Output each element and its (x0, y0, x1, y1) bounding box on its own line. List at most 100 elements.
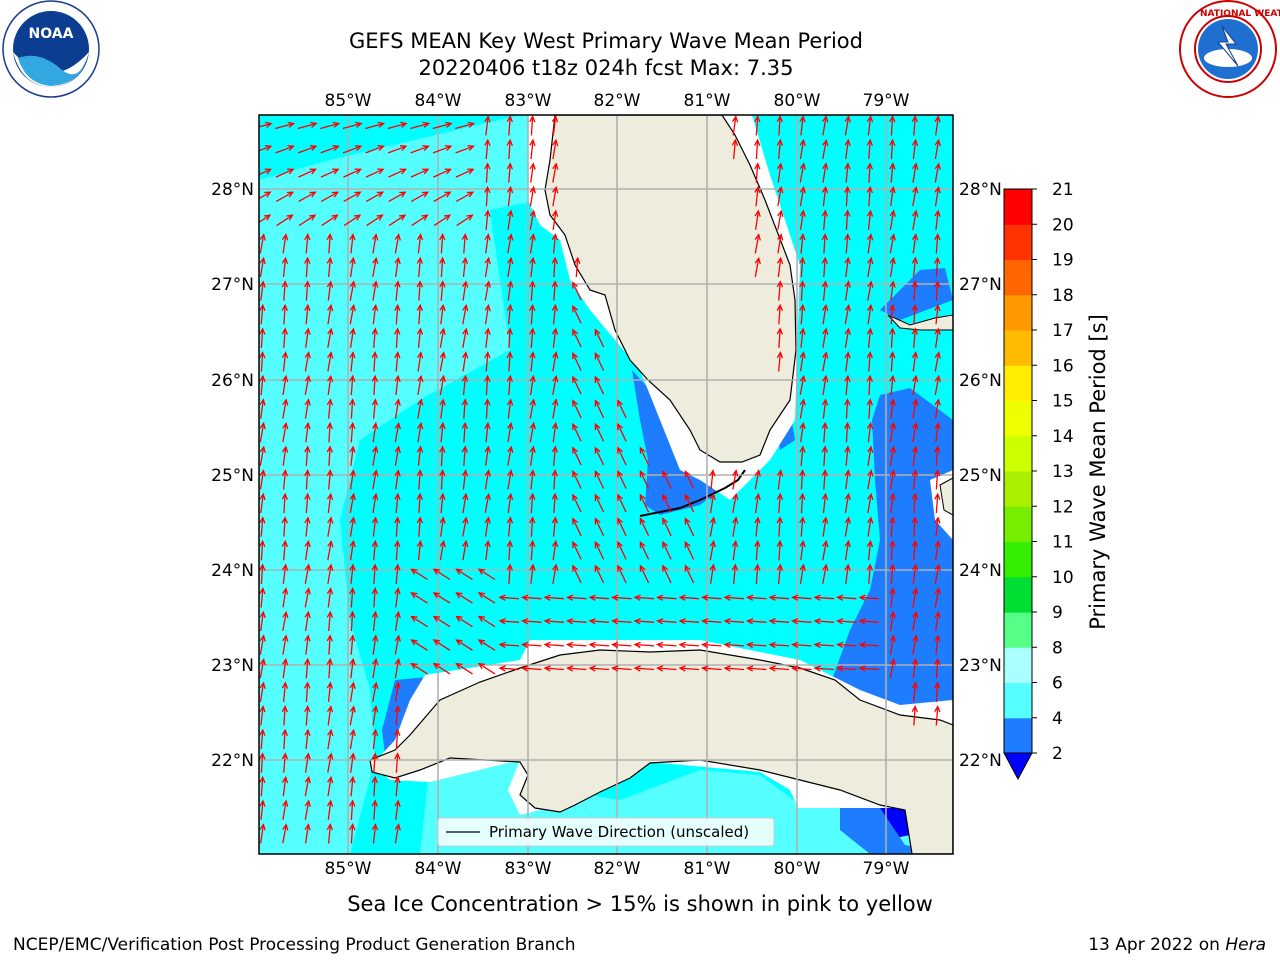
wave-arrow-head (911, 681, 919, 689)
wave-arrow (617, 494, 627, 513)
wave-arrow-head (461, 445, 469, 453)
wave-arrow (912, 187, 917, 207)
wave-arrow-head (477, 639, 486, 646)
wave-arrow-head (889, 351, 896, 359)
wave-arrow (823, 258, 826, 278)
wave-arrow-head (282, 398, 289, 406)
wave-arrow-head (327, 728, 334, 737)
wave-arrow-head (866, 539, 874, 548)
wave-arrow (594, 329, 605, 348)
wave-arrow (455, 191, 474, 202)
wave-arrow (478, 615, 496, 628)
wave-arrow-head (371, 728, 379, 737)
wave-arrow-head (552, 398, 559, 406)
wave-arrow (822, 541, 827, 561)
wave-arrow (684, 518, 695, 537)
wave-arrow-head (394, 610, 401, 619)
wave-arrow-head (701, 641, 709, 649)
wave-arrow (282, 824, 287, 844)
wave-arrow-head (867, 492, 874, 501)
wave-arrow-head (889, 115, 896, 123)
wave-arrow (440, 258, 444, 278)
wave-arrow (552, 187, 557, 207)
footer-left: NCEP/EMC/Verification Post Processing Pr… (13, 935, 576, 955)
wave-arrow-head (286, 191, 295, 198)
colorbar-segment (1004, 471, 1032, 507)
wave-arrow-head (353, 214, 362, 221)
wave-arrow-head (934, 705, 941, 713)
wave-arrow (508, 328, 511, 348)
wave-arrow-head (394, 752, 401, 760)
wave-arrow (282, 234, 287, 254)
wave-arrow-head (572, 422, 579, 431)
wave-arrow-head (416, 303, 424, 312)
wave-arrow (572, 423, 582, 442)
wave-arrow (822, 399, 827, 419)
wave-arrow-head (327, 516, 334, 524)
wave-arrow (634, 620, 655, 623)
wave-arrow-head (934, 280, 941, 288)
wave-arrow (552, 352, 557, 372)
wave-arrow (657, 620, 677, 623)
wave-arrow (572, 471, 582, 489)
title-line-1: GEFS MEAN Key West Primary Wave Mean Per… (349, 29, 863, 53)
wave-arrow-head (410, 568, 418, 575)
wave-arrow-head (934, 421, 941, 430)
wave-arrow (724, 620, 745, 623)
colorbar-tick-label: 14 (1052, 427, 1074, 447)
colorbar-tick-label: 21 (1052, 180, 1074, 200)
wave-arrow (507, 399, 512, 419)
wave-arrow (439, 541, 445, 561)
wave-arrow-head (844, 421, 851, 430)
wave-arrow (800, 305, 804, 325)
wave-arrow (456, 592, 473, 604)
wave-arrow-head (866, 162, 874, 170)
wave-arrow-head (611, 618, 619, 625)
wave-arrow (800, 446, 804, 466)
wave-arrow (418, 517, 421, 537)
wave-arrow-head (776, 469, 784, 477)
wave-arrow-head (259, 539, 266, 548)
wave-arrow-head (462, 539, 469, 548)
wave-arrow-head (551, 469, 559, 477)
wave-arrow-head (439, 445, 446, 453)
wave-arrow (679, 620, 700, 623)
wave-arrow-head (776, 303, 784, 312)
wave-arrow-head (866, 563, 874, 571)
wave-arrow (934, 163, 940, 183)
wave-arrow (822, 116, 827, 136)
wave-arrow-head (799, 256, 806, 264)
wave-arrow (304, 800, 310, 820)
wave-arrow (845, 564, 849, 584)
footer-machine: Hera (1225, 935, 1266, 955)
wave-arrow (462, 470, 467, 490)
wave-arrow-head (439, 539, 446, 548)
wave-arrow-head (455, 662, 463, 670)
colorbar-tick-label: 11 (1052, 533, 1074, 553)
wave-arrow (530, 328, 534, 348)
wave-arrow (617, 447, 627, 466)
wave-arrow-head (416, 421, 424, 430)
wave-arrow-head (444, 191, 452, 198)
wave-arrow-head (259, 351, 266, 359)
wave-arrow (679, 596, 700, 600)
wave-arrow (462, 494, 467, 514)
wave-arrow-head (304, 634, 311, 642)
wave-arrow-head (349, 587, 356, 595)
wave-arrow-head (633, 665, 641, 672)
wave-arrow-head (594, 517, 601, 525)
wave-arrow (395, 352, 399, 372)
wave-arrow (733, 564, 736, 584)
wave-arrow-head (858, 641, 866, 649)
wave-arrow (282, 423, 287, 443)
wave-arrow-head (934, 539, 941, 548)
wave-arrow (845, 399, 849, 419)
wave-arrow-head (776, 115, 784, 123)
wave-arrow-head (445, 121, 453, 128)
wave-arrow (634, 596, 655, 600)
wave-arrow-head (574, 256, 581, 264)
wave-arrow-head (934, 492, 941, 500)
wave-arrow (462, 541, 467, 561)
wave-arrow (724, 596, 745, 600)
wave-arrow (410, 145, 429, 154)
